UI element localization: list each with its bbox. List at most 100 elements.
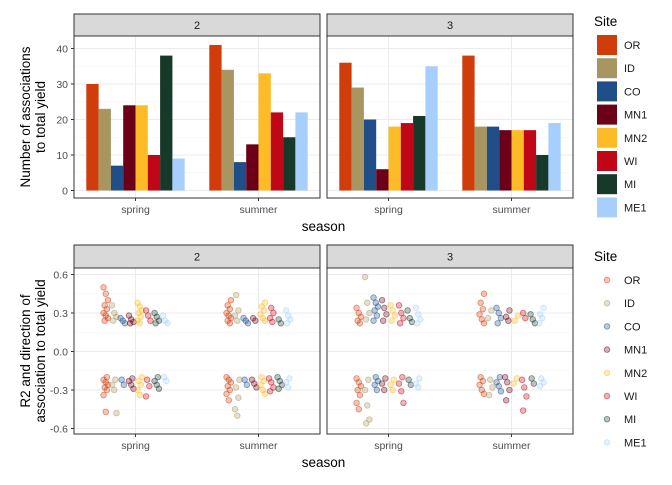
y-axis-title-line-1: R2 and direction of	[18, 294, 33, 408]
point-ID	[236, 376, 243, 383]
legend-key-OR	[597, 35, 617, 55]
point-WI	[400, 314, 407, 322]
y-tick-label: 30	[56, 79, 68, 91]
point-ID	[488, 307, 495, 314]
point-MN2	[391, 312, 399, 319]
point-MN2	[390, 376, 398, 383]
point-MN1	[505, 317, 512, 324]
bar-MN1-summer	[246, 144, 259, 191]
y-tick-label: -0.6	[50, 423, 68, 435]
point-ID	[361, 386, 369, 394]
legend-label-MN1: MN1	[624, 110, 647, 122]
point-OR	[479, 305, 487, 313]
point-ID	[487, 376, 494, 383]
bar-MN1-spring	[376, 169, 389, 191]
bar-ID-spring	[98, 108, 111, 191]
y-axis-title: R2 and direction of association to total …	[18, 279, 48, 422]
legend-key-MN1	[603, 346, 611, 353]
bar-MN2-summer	[511, 130, 524, 191]
point-OR	[102, 290, 109, 297]
point-CO	[371, 381, 378, 389]
point-MN2	[137, 381, 145, 389]
point-CO	[494, 320, 501, 327]
legend-label-ME1: ME1	[624, 202, 647, 214]
point-MI	[407, 381, 415, 389]
x-tick-label-spring: spring	[121, 204, 150, 216]
point-MN2	[510, 380, 517, 387]
point-CO	[371, 307, 378, 314]
point-ME1	[536, 382, 544, 390]
legend-label-ME1: ME1	[624, 437, 647, 449]
point-OR	[104, 296, 112, 304]
point-MN1	[378, 296, 386, 304]
point-MI	[527, 311, 534, 318]
point-CO	[373, 386, 381, 394]
bar-ME1-spring	[425, 66, 438, 191]
point-ME1	[415, 384, 422, 391]
point-WI	[146, 382, 153, 390]
point-WI	[145, 312, 152, 319]
x-axis-title: season	[302, 455, 346, 470]
point-OR	[100, 284, 107, 291]
y-tick-label: 40	[56, 43, 68, 55]
facet-panel-2-r2: 2 spring summer	[73, 244, 321, 452]
panel-border	[326, 267, 574, 435]
legend-key-ME1	[603, 439, 611, 446]
point-MN1	[378, 380, 386, 387]
point-WI	[399, 373, 406, 381]
point-ME1	[285, 384, 292, 391]
point-OR	[101, 317, 108, 324]
legend-label-MN1: MN1	[624, 345, 647, 357]
point-MI	[408, 318, 416, 326]
bar-MI-spring	[413, 115, 426, 191]
point-WI	[396, 320, 404, 327]
point-ID	[366, 309, 373, 317]
point-MN1	[501, 373, 509, 381]
point-OR	[477, 299, 484, 306]
point-ID	[108, 302, 116, 309]
point-OR	[226, 320, 234, 327]
legend-r2: Site OR ID CO MN1 MN2 WI MI ME1	[594, 249, 647, 449]
legend-title: Site	[594, 14, 617, 29]
point-MN1	[381, 386, 388, 394]
bar-MN2-summer	[258, 73, 271, 191]
bar-MI-summer	[283, 137, 296, 191]
bar-ID-summer	[221, 69, 234, 191]
point-OR	[476, 381, 483, 389]
legend-key-MI	[597, 174, 617, 195]
point-OR	[102, 408, 109, 416]
point-OR	[480, 390, 488, 398]
point-MN2	[261, 390, 269, 398]
point-CO	[241, 376, 248, 383]
point-CO	[495, 309, 502, 317]
point-CO	[370, 317, 377, 324]
bar-WI-spring	[147, 155, 161, 191]
point-ID	[113, 409, 120, 417]
facet-panel-2-counts: 2 spring summer	[73, 13, 321, 216]
point-MI	[277, 320, 285, 327]
point-WI	[519, 407, 527, 414]
x-tick-label-summer: summer	[240, 204, 278, 216]
point-ME1	[282, 379, 290, 386]
legend-key-ID	[597, 58, 617, 79]
point-ID	[235, 394, 242, 401]
y-axis-title-line-2: association to total yield	[33, 279, 48, 422]
bar-OR-spring	[86, 84, 99, 191]
point-WI	[268, 304, 275, 312]
point-ME1	[159, 312, 167, 319]
facet-strip-label: 3	[447, 20, 453, 32]
point-OR	[476, 311, 483, 318]
point-ME1	[415, 311, 422, 318]
legend-title: Site	[594, 249, 617, 264]
bar-OR-summer	[462, 55, 475, 191]
legend-label-MN2: MN2	[624, 368, 647, 380]
point-ME1	[416, 375, 423, 382]
x-tick-label-spring: spring	[374, 204, 403, 216]
point-ID	[112, 376, 119, 383]
point-MN2	[388, 317, 395, 324]
point-MN2	[136, 391, 143, 399]
legend-key-MI	[603, 416, 611, 423]
y-tick-label: 20	[56, 114, 68, 126]
point-WI	[143, 376, 151, 383]
point-OR	[480, 320, 488, 327]
